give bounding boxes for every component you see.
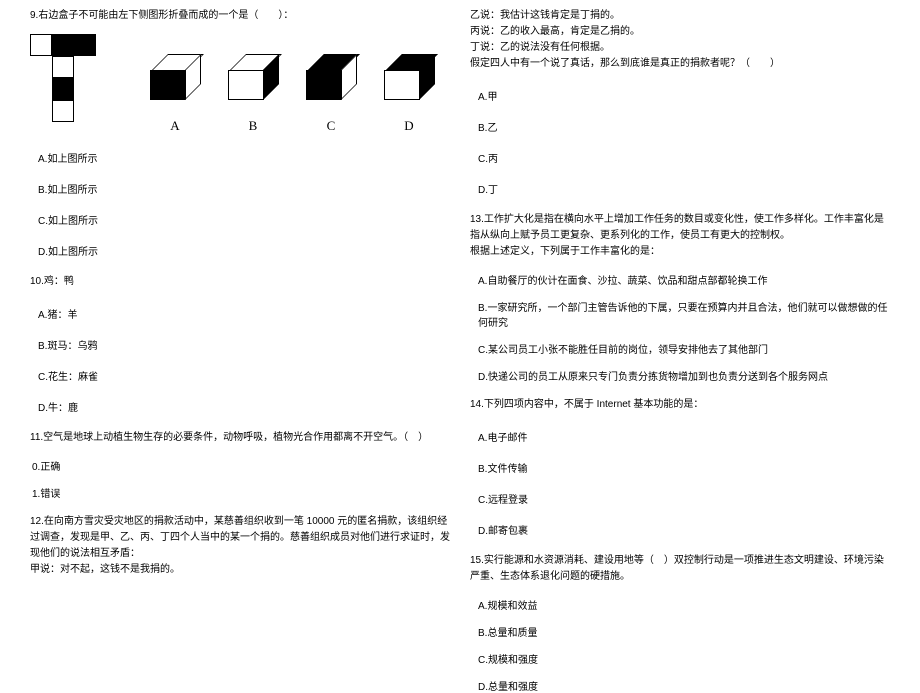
q12-cont-line: 乙说：我估计这钱肯定是丁捐的。 <box>470 8 890 24</box>
option: 0.正确 <box>32 458 450 473</box>
option: C.花生：麻雀 <box>38 368 450 383</box>
option: A.如上图所示 <box>38 150 450 165</box>
option: B.如上图所示 <box>38 181 450 196</box>
question-13: 13.工作扩大化是指在横向水平上增加工作任务的数目或变化性，使工作多样化。工作丰… <box>470 212 890 383</box>
q11-text: 11.空气是地球上动植生物生存的必要条件，动物呼吸，植物光合作用都离不开空气。（… <box>30 430 450 446</box>
cubes-row: A B C D <box>150 54 450 134</box>
cube-label: D <box>384 118 434 134</box>
question-15: 15.实行能源和水资源消耗、建设用地等（ ）双控制行动是一项推进生态文明建设、环… <box>470 553 890 693</box>
q12-cont-line: 丁说：乙的说法没有任何根据。 <box>470 40 890 56</box>
option: D.丁 <box>478 181 890 196</box>
question-11: 11.空气是地球上动植生物生存的必要条件，动物呼吸，植物光合作用都离不开空气。（… <box>30 430 450 500</box>
q13-options: A.自助餐厅的伙计在面食、沙拉、蔬菜、饮品和甜点部都轮换工作 B.一家研究所，一个… <box>470 272 890 383</box>
option: D.邮寄包裹 <box>478 522 890 537</box>
q12-cont-line: 丙说：乙的收入最高，肯定是乙捐的。 <box>470 24 890 40</box>
option: B.文件传输 <box>478 460 890 475</box>
q10-options: A.猪：羊 B.斑马：乌鸦 C.花生：麻雀 D.牛：鹿 <box>30 306 450 414</box>
net-cell <box>52 100 74 122</box>
q14-options: A.电子邮件 B.文件传输 C.远程登录 D.邮寄包裹 <box>470 429 890 537</box>
cube-label: A <box>150 118 200 134</box>
cube-label: B <box>228 118 278 134</box>
q10-text: 10.鸡：鸭 <box>30 274 450 290</box>
option: D.快递公司的员工从原来只专门负责分拣货物增加到也负责分送到各个服务网点 <box>478 368 890 383</box>
option: A.猪：羊 <box>38 306 450 321</box>
q12cont-lines: 乙说：我估计这钱肯定是丁捐的。丙说：乙的收入最高，肯定是乙捐的。丁说：乙的说法没… <box>470 8 890 72</box>
net-cell <box>52 34 74 56</box>
option: B.总量和质量 <box>478 624 890 639</box>
question-14: 14.下列四项内容中，不属于 Internet 基本功能的是： A.电子邮件 B.… <box>470 397 890 537</box>
option: B.斑马：乌鸦 <box>38 337 450 352</box>
q9-options: A.如上图所示 B.如上图所示 C.如上图所示 D.如上图所示 <box>30 150 450 258</box>
option: D.总量和强度 <box>478 678 890 693</box>
question-12-cont: 乙说：我估计这钱肯定是丁捐的。丙说：乙的收入最高，肯定是乙捐的。丁说：乙的说法没… <box>470 8 890 196</box>
q15-text: 15.实行能源和水资源消耗、建设用地等（ ）双控制行动是一项推进生态文明建设、环… <box>470 553 890 585</box>
right-column: 乙说：我估计这钱肯定是丁捐的。丙说：乙的收入最高，肯定是乙捐的。丁说：乙的说法没… <box>460 8 900 643</box>
option: C.远程登录 <box>478 491 890 506</box>
q9-text: 9.右边盒子不可能由左下侧图形折叠而成的一个是（ ）： <box>30 8 450 24</box>
q12-cont-line: 假定四人中有一个说了真话，那么到底谁是真正的捐款者呢？（ ） <box>470 56 890 72</box>
q12-line2: 甲说：对不起，这钱不是我捐的。 <box>30 562 450 578</box>
option: B.一家研究所，一个部门主管告诉他的下属，只要在预算内并且合法，他们就可以做想做… <box>478 299 890 329</box>
net-diagram <box>30 34 110 144</box>
option: D.如上图所示 <box>38 243 450 258</box>
option: C.某公司员工小张不能胜任目前的岗位，领导安排他去了其他部门 <box>478 341 890 356</box>
option: 1.错误 <box>32 485 450 500</box>
net-cell <box>30 34 52 56</box>
q15-options: A.规模和效益 B.总量和质量 C.规模和强度 D.总量和强度 <box>470 597 890 693</box>
net-cell <box>52 56 74 78</box>
cube-c: C <box>306 54 356 134</box>
cube-b: B <box>228 54 278 134</box>
option: A.电子邮件 <box>478 429 890 444</box>
option: A.自助餐厅的伙计在面食、沙拉、蔬菜、饮品和甜点部都轮换工作 <box>478 272 890 287</box>
question-12: 12.在向南方雪灾受灾地区的捐款活动中，某慈善组织收到一笔 10000 元的匿名… <box>30 514 450 578</box>
question-9: 9.右边盒子不可能由左下侧图形折叠而成的一个是（ ）： A B C D A.如上图所示… <box>30 8 450 258</box>
option: C.规模和强度 <box>478 651 890 666</box>
cube-label: C <box>306 118 356 134</box>
q12-text: 12.在向南方雪灾受灾地区的捐款活动中，某慈善组织收到一笔 10000 元的匿名… <box>30 514 450 562</box>
cube-d: D <box>384 54 434 134</box>
option: D.牛：鹿 <box>38 399 450 414</box>
option: B.乙 <box>478 119 890 134</box>
option: A.甲 <box>478 88 890 103</box>
left-column: 9.右边盒子不可能由左下侧图形折叠而成的一个是（ ）： A B C D A.如上图所示… <box>20 8 460 643</box>
option: C.丙 <box>478 150 890 165</box>
net-cell <box>52 78 74 100</box>
q13-text: 13.工作扩大化是指在横向水平上增加工作任务的数目或变化性，使工作多样化。工作丰… <box>470 212 890 244</box>
question-10: 10.鸡：鸭 A.猪：羊 B.斑马：乌鸦 C.花生：麻雀 D.牛：鹿 <box>30 274 450 414</box>
q11-options: 0.正确 1.错误 <box>30 458 450 500</box>
q12cont-options: A.甲 B.乙 C.丙 D.丁 <box>470 88 890 196</box>
q14-text: 14.下列四项内容中，不属于 Internet 基本功能的是： <box>470 397 890 413</box>
option: C.如上图所示 <box>38 212 450 227</box>
net-cell <box>74 34 96 56</box>
cube-a: A <box>150 54 200 134</box>
option: A.规模和效益 <box>478 597 890 612</box>
q13-sub: 根据上述定义，下列属于工作丰富化的是： <box>470 244 890 260</box>
